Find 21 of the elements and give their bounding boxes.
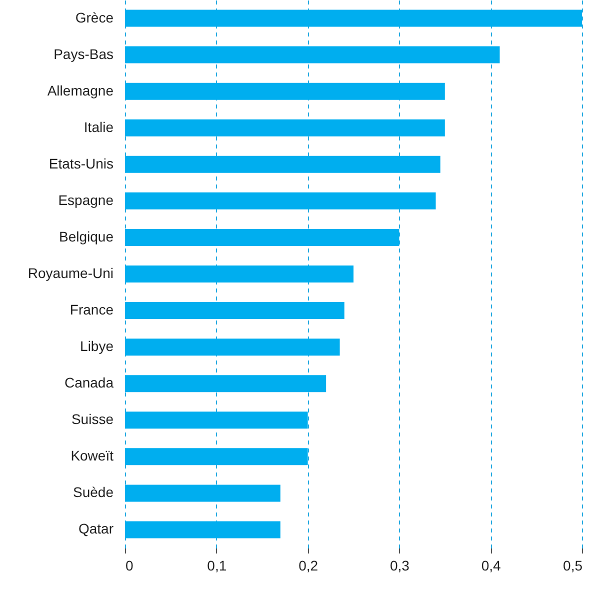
y-tick-label: Espagne <box>58 192 114 208</box>
y-tick-label: Qatar <box>78 520 114 537</box>
y-tick-label: Suède <box>73 484 114 500</box>
x-tick-label: 0,1 <box>207 558 227 574</box>
y-tick-label: Grèce <box>75 9 114 26</box>
y-tick-label: Belgique <box>59 228 114 244</box>
y-tick-label: Etats-Unis <box>48 155 114 172</box>
y-tick-label: France <box>70 302 114 318</box>
x-tick-label: 0,2 <box>298 558 318 574</box>
y-tick-label: Suisse <box>71 411 114 428</box>
x-tick-label: 0,5 <box>563 558 583 574</box>
x-tick-label: 0,3 <box>390 558 410 574</box>
x-tick-label: 0,4 <box>481 558 502 574</box>
x-tick-label: 0 <box>126 558 134 574</box>
y-tick-label: Pays-Bas <box>54 46 114 62</box>
y-tick-label: Allemagne <box>47 82 114 98</box>
y-tick-label: Libye <box>80 338 114 354</box>
y-tick-label: Koweït <box>70 448 114 464</box>
y-tick-label: Royaume-Uni <box>28 265 114 281</box>
y-tick-label: Canada <box>64 374 114 391</box>
y-tick-label: Italie <box>84 118 114 135</box>
